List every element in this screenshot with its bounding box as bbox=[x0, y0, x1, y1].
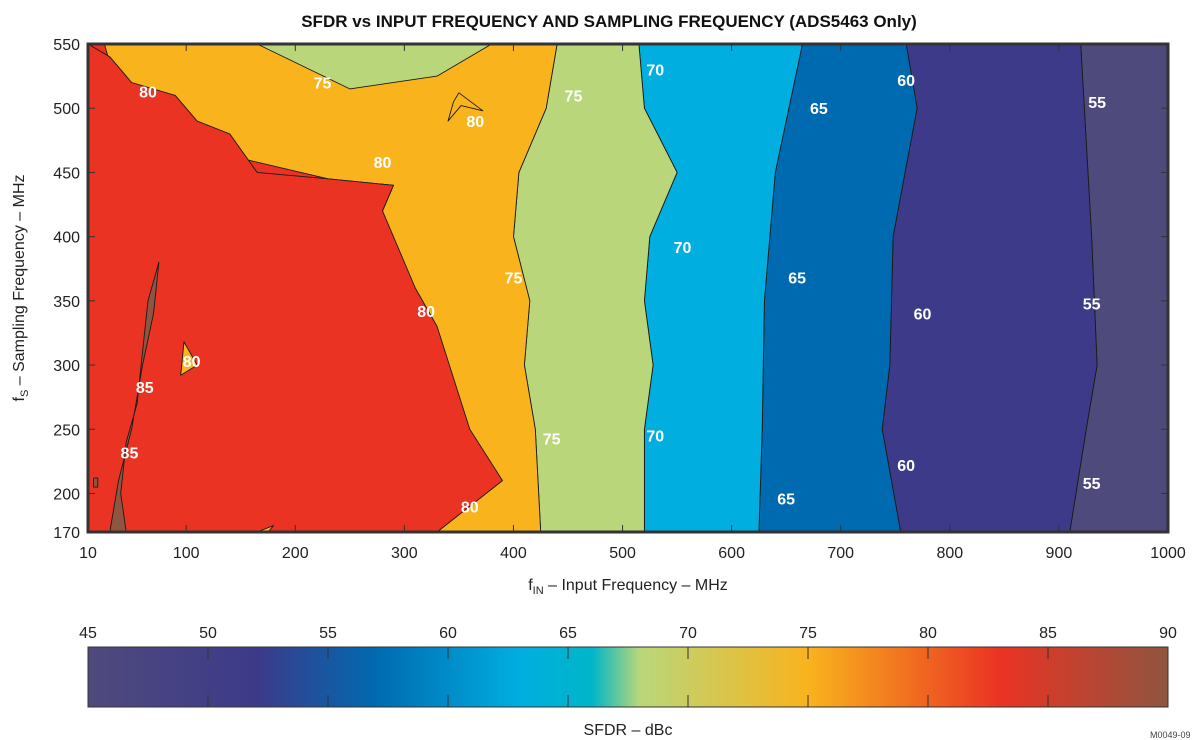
x-axis-label-rest: – Input Frequency – MHz bbox=[544, 577, 728, 594]
contour-label: 55 bbox=[1083, 296, 1101, 313]
contour-region-sfdr-75-80-pocket-a bbox=[180, 341, 198, 376]
y-axis-label-sub: S bbox=[19, 390, 31, 397]
contour-label: 80 bbox=[466, 114, 484, 131]
x-axis-label-sub: IN bbox=[533, 585, 544, 597]
y-tick-label: 450 bbox=[53, 165, 80, 182]
contour-label: 60 bbox=[897, 458, 915, 475]
contour-label: 70 bbox=[646, 63, 664, 80]
contour-label: 80 bbox=[183, 354, 201, 371]
contour-plot-area: 80 75 80 75 70 65 60 55 80 70 75 65 80 60 55 80 85 85 75 70… bbox=[87, 43, 1169, 533]
colorbar-tick-label: 75 bbox=[799, 625, 817, 642]
contour-region-sfdr-75-80-island bbox=[447, 92, 484, 122]
x-tick-label: 700 bbox=[827, 545, 854, 562]
x-tick-label: 300 bbox=[391, 545, 418, 562]
y-axis-label: fS – Sampling Frequency – MHz bbox=[11, 175, 31, 402]
contour-label: 65 bbox=[788, 271, 806, 288]
x-axis-label-main: f bbox=[528, 577, 533, 594]
contour-label: 75 bbox=[565, 88, 583, 105]
contour-label: 65 bbox=[810, 101, 828, 118]
y-tick-label: 250 bbox=[53, 422, 80, 439]
figure-code: M0049-09 bbox=[1150, 730, 1191, 740]
contour-label: 80 bbox=[374, 155, 392, 172]
contour-label: 80 bbox=[139, 85, 157, 102]
x-tick-label: 600 bbox=[718, 545, 745, 562]
colorbar: 45 50 55 60 65 70 75 80 85 90 bbox=[79, 625, 1177, 708]
contour-label: 70 bbox=[646, 429, 664, 446]
contour-label: 80 bbox=[461, 499, 479, 516]
contour-label: 60 bbox=[897, 73, 915, 90]
x-tick-label: 400 bbox=[500, 545, 527, 562]
y-tick-label: 500 bbox=[53, 101, 80, 118]
y-tick-label: 200 bbox=[53, 486, 80, 503]
x-tick-label: 10 bbox=[79, 545, 97, 562]
contour-region-sfdr-80-85 bbox=[87, 43, 503, 533]
chart-title: SFDR vs INPUT FREQUENCY AND SAMPLING FRE… bbox=[301, 12, 917, 31]
colorbar-tick-label: 55 bbox=[319, 625, 337, 642]
contour-label: 55 bbox=[1083, 476, 1101, 493]
x-tick-label: 900 bbox=[1046, 545, 1073, 562]
y-axis-label-rest: – Sampling Frequency – MHz bbox=[11, 175, 28, 390]
contour-region-sfdr-85-90-b bbox=[93, 477, 99, 488]
x-tick-label: 500 bbox=[609, 545, 636, 562]
colorbar-tick-label: 90 bbox=[1159, 625, 1177, 642]
x-axis-label: fIN – Input Frequency – MHz bbox=[528, 577, 728, 597]
colorbar-gradient bbox=[87, 646, 1169, 708]
contour-label: 75 bbox=[314, 76, 332, 93]
x-tick-label: 800 bbox=[936, 545, 963, 562]
colorbar-tick-label: 70 bbox=[679, 625, 697, 642]
colorbar-tick-label: 50 bbox=[199, 625, 217, 642]
colorbar-tick-label: 80 bbox=[919, 625, 937, 642]
contour-label: 65 bbox=[777, 492, 795, 509]
y-tick-label: 350 bbox=[53, 294, 80, 311]
y-axis-label-main: f bbox=[11, 397, 28, 402]
x-axis-ticks: 10 100 200 300 400 500 600 700 800 900 1000 bbox=[79, 44, 1186, 562]
contour-label: 60 bbox=[914, 307, 932, 324]
contour-label: 80 bbox=[417, 304, 435, 321]
y-tick-label: 400 bbox=[53, 230, 80, 247]
contour-label: 75 bbox=[543, 431, 561, 448]
contour-label: 75 bbox=[505, 271, 523, 288]
x-tick-label: 100 bbox=[173, 545, 200, 562]
colorbar-tick-label: 65 bbox=[559, 625, 577, 642]
contour-label: 85 bbox=[136, 380, 154, 397]
y-tick-label: 550 bbox=[53, 37, 80, 54]
contour-label: 55 bbox=[1088, 95, 1106, 112]
colorbar-label: SFDR – dBc bbox=[584, 722, 673, 739]
contour-label: 85 bbox=[121, 445, 139, 462]
contour-region-sfdr-85-90-a bbox=[109, 261, 160, 533]
colorbar-tick-label: 45 bbox=[79, 625, 97, 642]
colorbar-tick-label: 85 bbox=[1039, 625, 1057, 642]
contour-label: 70 bbox=[674, 240, 692, 257]
colorbar-tick-label: 60 bbox=[439, 625, 457, 642]
y-tick-label: 300 bbox=[53, 358, 80, 375]
x-tick-label: 1000 bbox=[1150, 545, 1186, 562]
x-tick-label: 200 bbox=[282, 545, 309, 562]
y-tick-label: 170 bbox=[53, 525, 80, 542]
plot-frame bbox=[86, 42, 1170, 534]
y-axis-ticks: 170 200 250 300 350 400 450 500 550 bbox=[53, 37, 1168, 542]
